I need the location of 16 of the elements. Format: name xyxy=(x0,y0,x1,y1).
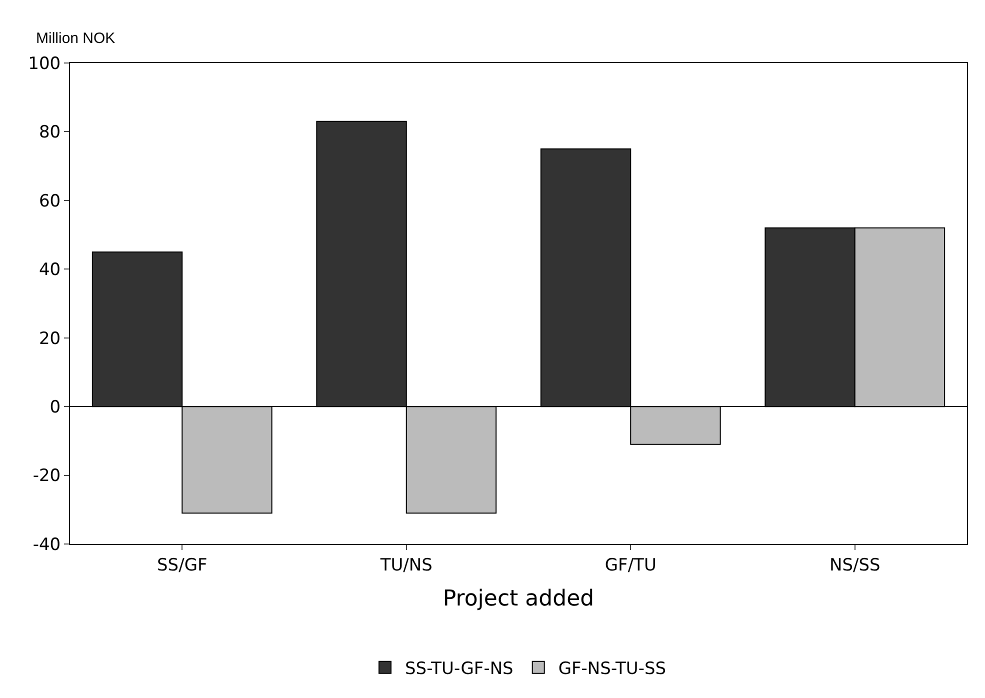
x-tick-label: GF/TU xyxy=(604,555,656,576)
x-tick-label: TU/NS xyxy=(379,555,432,576)
legend-label: SS-TU-GF-NS xyxy=(405,659,514,679)
y-tick-label: 60 xyxy=(38,191,61,212)
y-tick-label: 20 xyxy=(38,328,61,349)
x-tick-label: NS/SS xyxy=(829,555,880,576)
y-tick-label: 0 xyxy=(50,398,61,418)
y-tick-label: 100 xyxy=(28,54,61,74)
x-tick-label: SS/GF xyxy=(156,555,208,576)
y-axis-title: Million NOK xyxy=(36,30,116,47)
y-tick-label: 80 xyxy=(38,122,61,143)
y-tick-label: 40 xyxy=(38,260,61,280)
y-tick-label: -20 xyxy=(32,466,61,486)
legend-label: GF-NS-TU-SS xyxy=(558,659,666,679)
y-tick-label: -40 xyxy=(32,534,61,555)
x-axis-title: Project added xyxy=(442,586,594,612)
